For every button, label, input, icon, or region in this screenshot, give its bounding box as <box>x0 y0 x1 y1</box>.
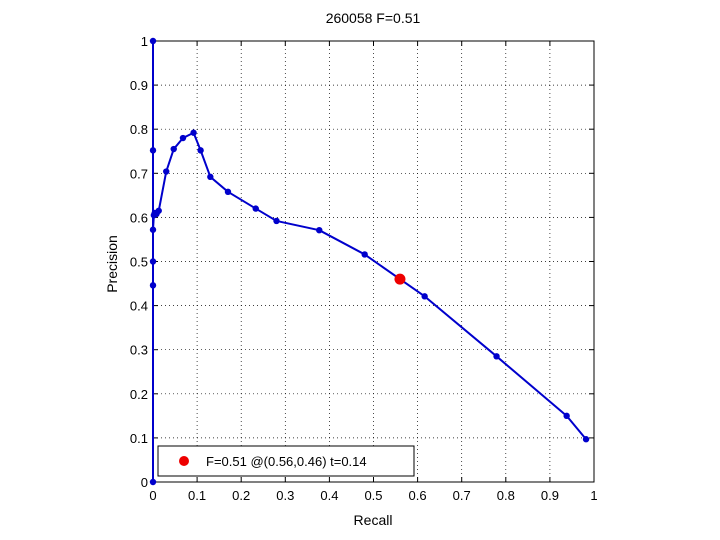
x-axis-label: Recall <box>354 512 393 528</box>
data-point <box>493 353 500 360</box>
x-tick-label: 0.2 <box>232 488 250 503</box>
data-point <box>149 258 157 265</box>
data-point <box>149 478 157 486</box>
data-point <box>563 412 570 420</box>
x-tick-label: 0.7 <box>453 488 471 503</box>
x-tick-label: 0 <box>149 488 156 503</box>
best-point-layer <box>394 273 406 285</box>
x-tick-labels: 0 0.1 0.2 0.3 0.4 0.5 0.6 0.7 0.8 0.9 1 <box>149 488 597 503</box>
legend-label: F=0.51 @(0.56,0.46) t=0.14 <box>206 454 367 469</box>
x-tick-label: 0.1 <box>188 488 206 503</box>
y-tick-labels: 0 0.1 0.2 0.3 0.4 0.5 0.6 0.7 0.8 0.9 1 <box>130 34 148 490</box>
y-tick-label: 0 <box>141 475 148 490</box>
data-point <box>149 226 157 233</box>
data-point <box>170 145 177 153</box>
x-tick-label: 0.3 <box>276 488 294 503</box>
legend-box <box>157 445 415 477</box>
y-tick-label: 0.8 <box>130 122 148 137</box>
y-tick-label: 0.9 <box>130 78 148 93</box>
data-point <box>273 217 280 225</box>
data-point <box>207 173 214 181</box>
y-tick-label: 0.2 <box>130 387 148 402</box>
data-point <box>582 436 590 443</box>
data-point <box>190 129 197 136</box>
data-point <box>316 226 323 234</box>
data-point <box>421 293 428 300</box>
x-tick-label: 0.5 <box>364 488 382 503</box>
data-point <box>197 147 204 154</box>
data-point <box>155 207 162 214</box>
data-point <box>149 147 157 154</box>
x-tick-label: 0.6 <box>409 488 427 503</box>
y-tick-label: 0.7 <box>130 166 148 181</box>
y-tick-label: 0.6 <box>130 210 148 225</box>
x-tick-label: 1 <box>590 488 597 503</box>
y-axis-label: Precision <box>104 235 120 293</box>
series-layer <box>149 37 590 486</box>
legend: F=0.51 @(0.56,0.46) t=0.14 <box>157 445 415 477</box>
data-point <box>163 168 170 175</box>
best-f-point <box>394 273 406 285</box>
data-point <box>149 282 157 289</box>
data-point <box>252 205 259 212</box>
data-point <box>361 251 368 258</box>
data-point <box>149 37 157 45</box>
y-tick-label: 0.4 <box>130 299 148 314</box>
y-tick-label: 1 <box>141 34 148 49</box>
data-point <box>179 134 187 142</box>
y-tick-label: 0.1 <box>130 431 148 446</box>
y-tick-label: 0.3 <box>130 343 148 358</box>
x-tick-label: 0.4 <box>320 488 338 503</box>
x-tick-label: 0.9 <box>541 488 559 503</box>
chart-title: 260058 F=0.51 <box>326 10 421 26</box>
data-point <box>224 188 232 196</box>
y-tick-label: 0.5 <box>130 255 148 270</box>
x-tick-label: 0.8 <box>497 488 515 503</box>
legend-marker <box>179 456 189 466</box>
